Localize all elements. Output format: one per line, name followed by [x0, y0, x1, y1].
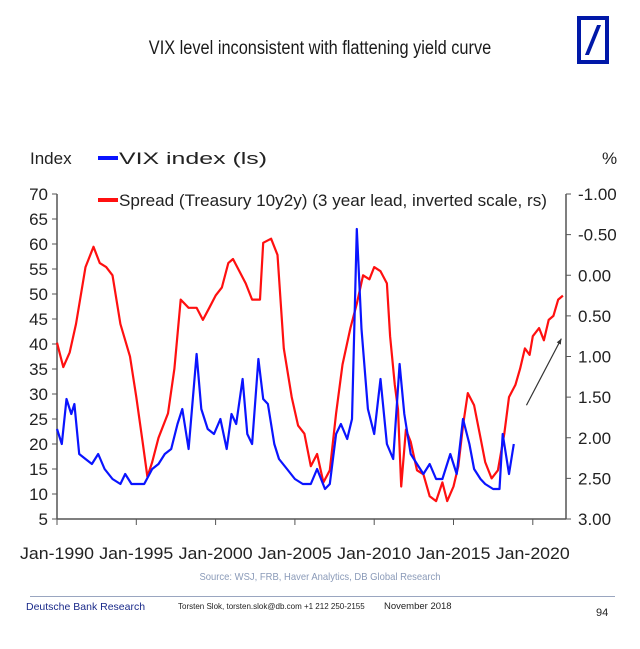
left-tick-label: 65: [29, 210, 48, 229]
deutsche-bank-logo-icon: [577, 16, 609, 64]
footer-brand: Deutsche Bank Research: [26, 601, 146, 613]
x-tick-label: Jan-1990: [20, 544, 94, 563]
right-tick-label: 2.00: [578, 429, 611, 448]
source-note: Source: WSJ, FRB, Haver Analytics, DB Gl…: [199, 571, 441, 583]
footer-contact: Torsten Slok, torsten.slok@db.com +1 212…: [178, 602, 365, 611]
right-tick-label: 1.50: [578, 388, 611, 407]
x-tick-label: Jan-2015: [417, 544, 491, 563]
x-tick-label: Jan-2005: [258, 544, 332, 563]
footer-divider: [30, 596, 615, 597]
x-tick-label: Jan-2000: [179, 544, 253, 563]
vix-index-line: [55, 227, 515, 491]
left-tick-label: 45: [29, 310, 48, 329]
left-tick-label: 30: [29, 385, 48, 404]
right-tick-label: 1.00: [578, 348, 611, 367]
x-tick-label: Jan-1995: [99, 544, 173, 563]
chart: Index % VIX index (ls) Spread (Treasury …: [20, 149, 617, 563]
left-tick-label: 60: [29, 235, 48, 254]
x-tick-label: Jan-2020: [496, 544, 570, 563]
right-tick-label: 3.00: [578, 510, 611, 529]
left-tick-label: 20: [29, 435, 48, 454]
right-tick-label: 2.50: [578, 469, 611, 488]
right-tick-label: -0.50: [578, 226, 617, 245]
right-axis-label: %: [602, 149, 617, 168]
trend-arrow-head-icon: [556, 338, 562, 345]
footer-date: November 2018: [384, 601, 452, 612]
left-tick-label: 25: [29, 410, 48, 429]
left-tick-label: 50: [29, 285, 48, 304]
left-tick-label: 15: [29, 460, 48, 479]
legend-label-spread: Spread (Treasury 10y2y) (3 year lead, in…: [119, 191, 547, 210]
x-tick-label: Jan-2010: [337, 544, 411, 563]
treasury-spread-line: [55, 237, 564, 503]
left-tick-label: 5: [39, 510, 48, 529]
left-tick-label: 10: [29, 485, 48, 504]
right-tick-label: 0.50: [578, 307, 611, 326]
left-tick-label: 55: [29, 260, 48, 279]
left-tick-label: 40: [29, 335, 48, 354]
legend-label-vix: VIX index (ls): [119, 149, 267, 168]
right-tick-label: -1.00: [578, 185, 617, 204]
right-tick-label: 0.00: [578, 266, 611, 285]
page-number: 94: [596, 607, 609, 619]
left-tick-label: 35: [29, 360, 48, 379]
left-axis-label: Index: [30, 149, 72, 168]
slide-title: VIX level inconsistent with flattening y…: [148, 38, 492, 59]
trend-arrow: [525, 338, 562, 406]
left-tick-label: 70: [29, 185, 48, 204]
